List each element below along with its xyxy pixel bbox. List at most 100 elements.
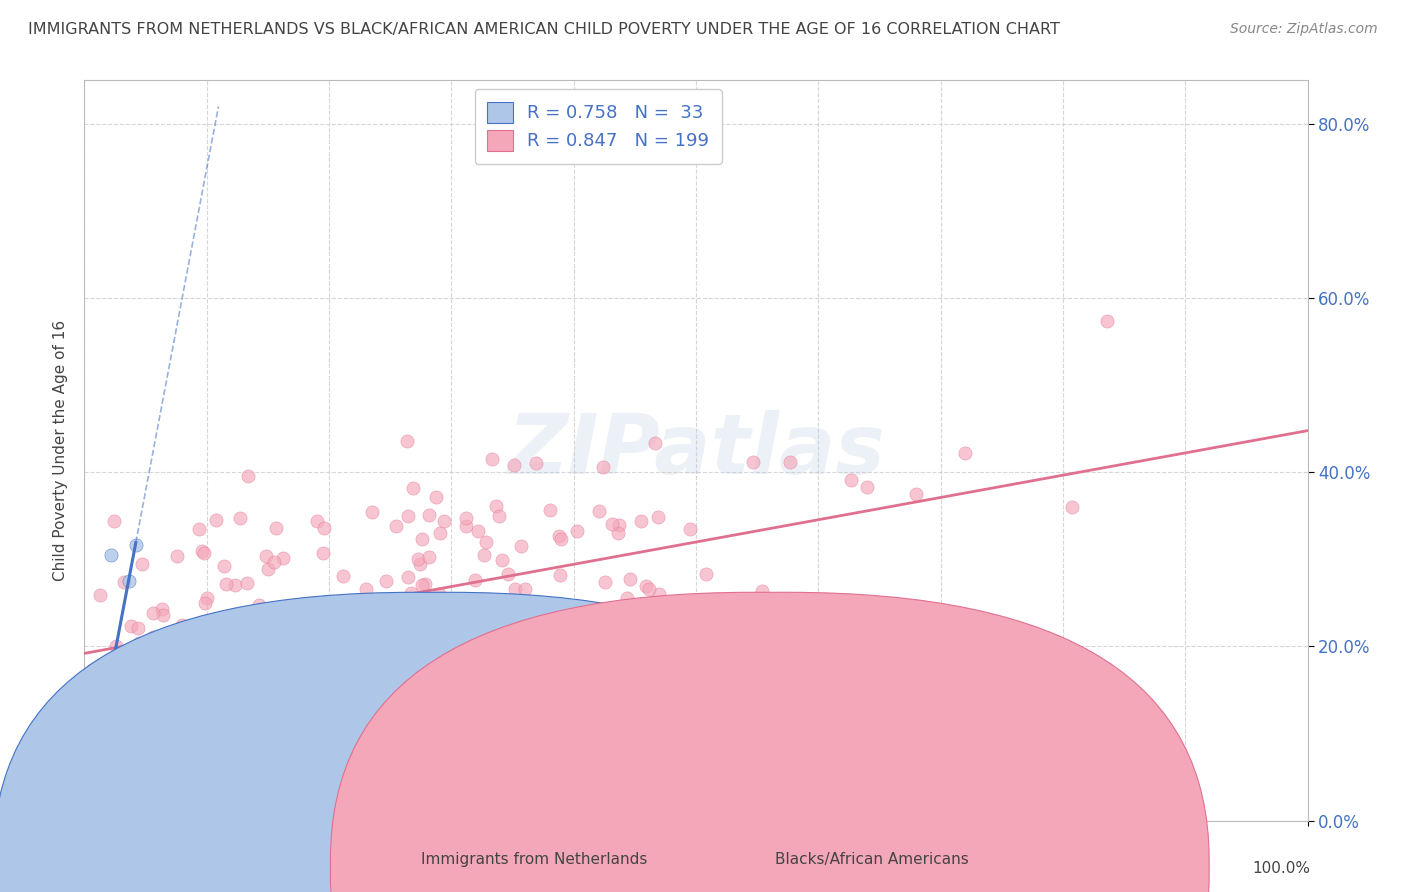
Point [91,705,114,719]
Point [181,686,204,700]
Point [79,814,101,828]
Point [454,519,477,533]
Point [263,555,285,569]
Point [413,577,436,591]
Point [332,569,354,583]
Point [79,814,101,828]
Y-axis label: Child Poverty Under the Age of 16: Child Poverty Under the Age of 16 [52,320,67,581]
Point [240,614,263,628]
Point [347,624,370,639]
Point [76,814,98,828]
Point [125,538,148,552]
Point [353,642,375,657]
Point [118,654,141,668]
Point [276,620,298,634]
Point [516,641,538,656]
Point [87,812,110,826]
Point [593,631,616,645]
Point [76,720,98,734]
Point [298,596,321,610]
Point [224,607,246,622]
Point [76,739,98,753]
Point [451,628,474,642]
Text: Source: ZipAtlas.com: Source: ZipAtlas.com [1230,22,1378,37]
Point [160,629,183,643]
Point [425,491,447,505]
Point [610,652,633,666]
Point [375,600,398,615]
Text: Blacks/African Americans: Blacks/African Americans [775,852,969,867]
Point [312,657,335,671]
Point [264,521,287,535]
Point [695,566,717,581]
Point [125,675,148,690]
Point [76,728,98,742]
Point [461,675,484,690]
Point [224,578,246,592]
Point [82,731,104,745]
Point [312,521,335,535]
Point [314,680,336,694]
Point [467,524,489,539]
Point [395,681,418,695]
Point [127,621,149,635]
Point [482,680,505,694]
Point [396,508,419,523]
Text: ZIPatlas: ZIPatlas [508,410,884,491]
Point [73,814,96,828]
Point [565,613,588,627]
Point [524,456,547,470]
Point [208,640,231,654]
Point [356,593,378,607]
Point [437,628,460,642]
Point [305,514,328,528]
Point [142,606,165,620]
Point [396,570,419,584]
Point [395,636,418,650]
Point [340,651,363,665]
Point [384,638,406,652]
Text: 100.0%: 100.0% [1251,862,1310,876]
Point [80,800,103,814]
Point [84,814,107,828]
Point [211,620,233,634]
Point [224,723,246,737]
Point [222,645,245,659]
Point [152,607,174,622]
Point [619,573,641,587]
Point [496,567,519,582]
Point [187,739,209,753]
Point [201,643,224,657]
Point [565,524,588,539]
Point [644,435,666,450]
Point [475,535,498,549]
Point [392,648,415,662]
Point [472,548,495,562]
Point [235,576,257,591]
Point [488,508,510,523]
Point [87,777,110,791]
Point [76,814,98,828]
Point [630,515,652,529]
Point [229,633,252,648]
Text: IMMIGRANTS FROM NETHERLANDS VS BLACK/AFRICAN AMERICAN CHILD POVERTY UNDER THE AG: IMMIGRANTS FROM NETHERLANDS VS BLACK/AFR… [28,22,1060,37]
Point [305,657,328,672]
Point [418,550,440,565]
Point [86,756,108,770]
Point [193,546,215,560]
Point [262,660,284,674]
Point [108,699,131,714]
Point [217,617,239,632]
Point [513,582,536,596]
Point [548,568,571,582]
Point [581,647,603,661]
Point [277,724,299,739]
Point [214,612,236,626]
Point [427,587,450,601]
Point [76,737,98,751]
Point [229,618,252,632]
Point [294,610,316,624]
Point [155,673,177,687]
Point [128,636,150,650]
Point [547,529,569,543]
